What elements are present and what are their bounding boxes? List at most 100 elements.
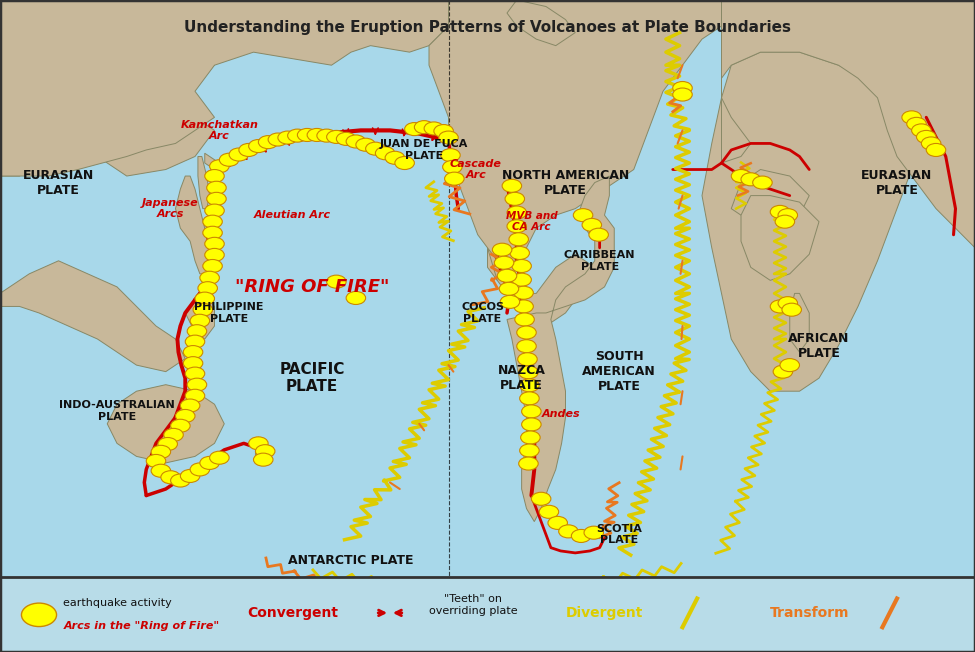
Text: Understanding the Eruption Patterns of Volcanoes at Plate Boundaries: Understanding the Eruption Patterns of V… [184,20,791,35]
Circle shape [203,259,222,273]
Circle shape [185,367,205,380]
Circle shape [507,206,526,219]
Circle shape [346,291,366,304]
Circle shape [171,474,190,487]
Circle shape [492,243,512,256]
Circle shape [405,123,424,136]
Polygon shape [702,52,916,391]
Text: Arcs in the "Ring of Fire": Arcs in the "Ring of Fire" [63,621,219,631]
Polygon shape [507,0,575,46]
Circle shape [187,378,207,391]
Polygon shape [0,0,448,176]
Circle shape [210,160,229,173]
Text: EURASIAN
PLATE: EURASIAN PLATE [861,169,933,196]
Polygon shape [176,176,214,274]
Polygon shape [429,0,722,280]
Circle shape [195,292,214,305]
Circle shape [21,603,57,627]
Circle shape [164,428,183,441]
Text: Transform: Transform [769,606,849,620]
Circle shape [582,218,602,231]
Circle shape [203,215,222,228]
Circle shape [317,129,336,142]
Circle shape [514,286,533,299]
Circle shape [205,204,224,217]
Circle shape [445,172,464,185]
Circle shape [519,366,538,379]
Circle shape [505,192,525,205]
Circle shape [907,117,926,130]
Polygon shape [741,196,819,280]
Circle shape [673,88,692,101]
Circle shape [385,151,405,164]
Text: INDO-AUSTRALIAN
PLATE: INDO-AUSTRALIAN PLATE [59,400,175,422]
Circle shape [778,209,798,222]
Circle shape [185,389,205,402]
Circle shape [200,271,219,284]
Circle shape [158,437,177,451]
Circle shape [258,136,278,149]
Circle shape [249,140,268,153]
Circle shape [336,132,356,145]
Circle shape [921,137,941,150]
Circle shape [773,365,793,378]
Text: NAZCA
PLATE: NAZCA PLATE [497,364,546,392]
Polygon shape [731,170,809,228]
Circle shape [573,209,593,222]
Polygon shape [0,261,185,372]
Circle shape [151,464,171,477]
Circle shape [205,237,224,250]
Text: PACIFIC
PLATE: PACIFIC PLATE [279,362,345,394]
Circle shape [200,456,219,469]
Circle shape [912,124,931,137]
Circle shape [522,418,541,431]
Circle shape [584,526,604,539]
Circle shape [278,131,297,144]
Circle shape [190,463,210,476]
Text: Convergent: Convergent [247,606,338,620]
Text: COCOS
PLATE: COCOS PLATE [461,302,504,324]
Text: Cascade
Arc: Cascade Arc [449,158,502,181]
Circle shape [926,143,946,156]
Circle shape [395,156,414,170]
Circle shape [229,148,249,161]
Circle shape [502,179,522,192]
Circle shape [441,149,460,162]
Circle shape [375,147,395,160]
Circle shape [198,282,217,295]
Text: Japanese
Arcs: Japanese Arcs [142,198,199,220]
Circle shape [770,205,790,218]
Circle shape [249,437,268,450]
Circle shape [439,131,458,144]
Circle shape [268,133,288,146]
Circle shape [571,529,591,542]
Text: EURASIAN
PLATE: EURASIAN PLATE [22,169,95,196]
Polygon shape [488,248,604,326]
Circle shape [520,444,539,457]
Circle shape [346,135,366,148]
Circle shape [517,326,536,339]
Circle shape [327,130,346,143]
Text: Kamchatkan
Arc: Kamchatkan Arc [180,119,258,141]
Circle shape [521,431,540,444]
Text: "Teeth" on
overriding plate: "Teeth" on overriding plate [429,594,518,616]
Circle shape [753,176,772,189]
Circle shape [589,228,608,241]
Circle shape [520,392,539,405]
Circle shape [187,325,207,338]
Circle shape [161,471,180,484]
Circle shape [741,173,760,186]
Polygon shape [185,293,214,339]
Text: Divergent: Divergent [566,606,644,620]
Polygon shape [507,176,614,522]
Polygon shape [198,156,210,209]
Circle shape [356,138,375,151]
Circle shape [424,122,444,135]
Circle shape [443,160,462,173]
Circle shape [183,357,203,370]
Circle shape [512,259,531,273]
Circle shape [500,295,520,308]
Circle shape [517,340,536,353]
Circle shape [327,275,346,288]
Circle shape [494,256,514,269]
